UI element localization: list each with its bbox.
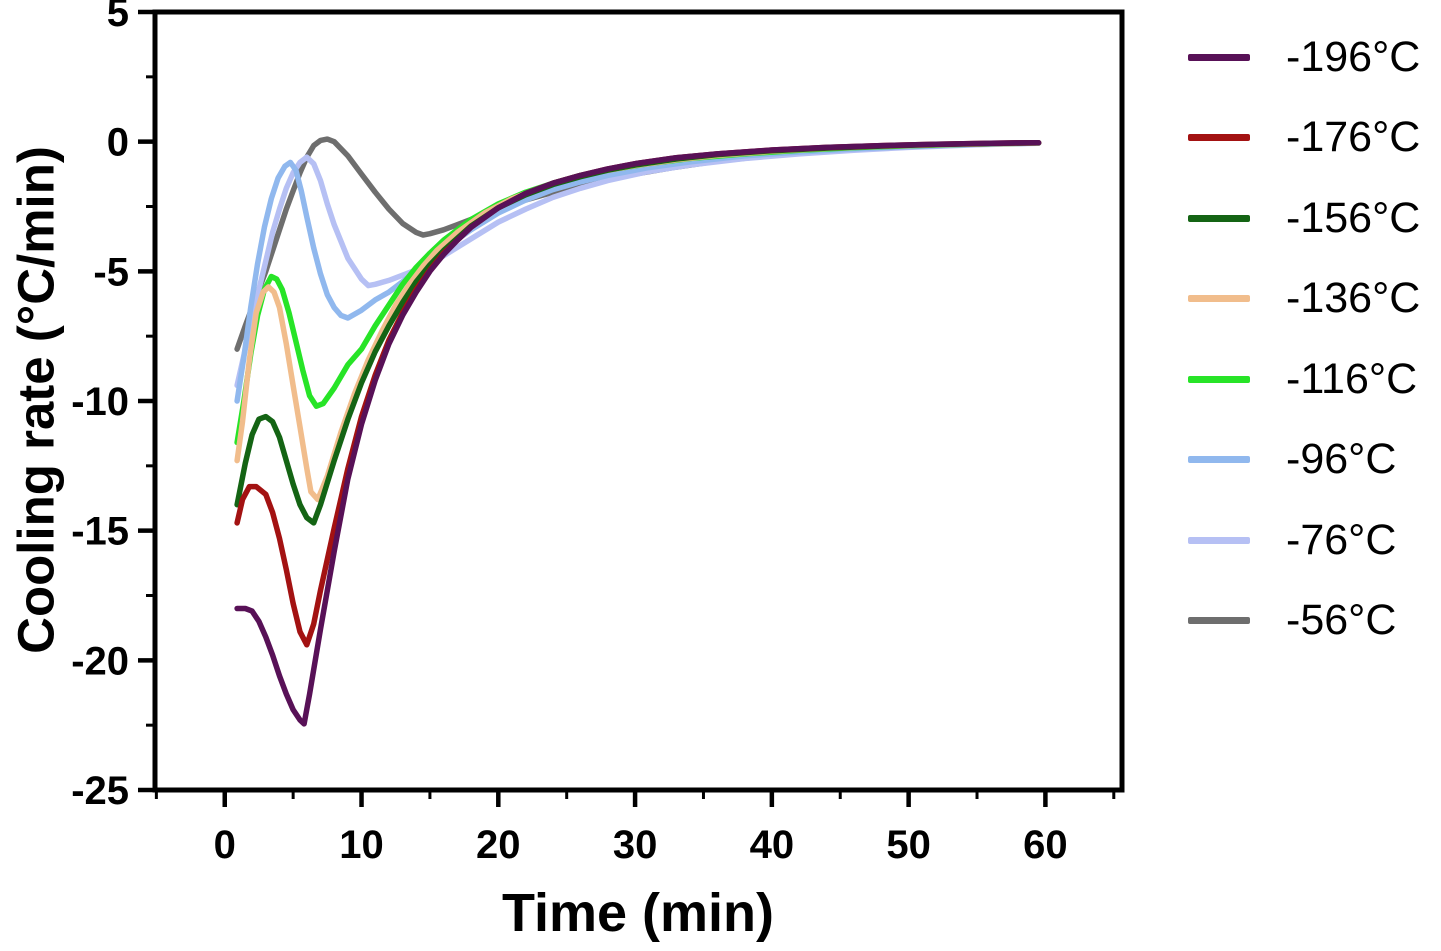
x-tick-label: 50 [886, 823, 931, 867]
plot-frame [152, 9, 1125, 793]
legend-item: -96°C [1188, 420, 1420, 501]
x-tick-label: 60 [1023, 823, 1068, 867]
legend-item: -116°C [1188, 339, 1420, 420]
legend-item: -176°C [1188, 98, 1420, 179]
x-tick-label: 10 [339, 823, 384, 867]
legend-label: -56°C [1286, 596, 1397, 645]
legend-label: -196°C [1286, 32, 1421, 81]
legend-label: -156°C [1286, 193, 1421, 242]
legend-swatch [1188, 375, 1250, 383]
legend-swatch [1188, 214, 1250, 222]
legend-label: -176°C [1286, 113, 1421, 162]
legend-item: -136°C [1188, 259, 1420, 340]
y-tick-label: 0 [107, 121, 129, 165]
legend-swatch [1188, 617, 1250, 625]
y-tick-label: -25 [71, 769, 129, 813]
legend-item: -56°C [1188, 581, 1420, 662]
legend-swatch [1188, 456, 1250, 464]
x-axis-title: Time (min) [501, 883, 775, 943]
legend: -196°C -176°C -156°C -136°C -116°C -96°C -76°C… [1188, 17, 1420, 661]
legend-item: -156°C [1188, 178, 1420, 259]
legend-label: -76°C [1286, 515, 1397, 564]
x-tick-label: 0 [214, 823, 236, 867]
series-line [234, 139, 1042, 526]
legend-label: -96°C [1286, 435, 1397, 484]
series-line [234, 140, 1042, 404]
legend-label: -136°C [1286, 274, 1421, 323]
legend-swatch [1188, 134, 1250, 142]
y-tick-label: 5 [107, 0, 129, 35]
x-tick-label: 30 [613, 823, 658, 867]
legend-swatch [1188, 53, 1250, 61]
y-tick-label: -10 [71, 380, 129, 424]
y-axis-title: Cooling rate (°C/min) [7, 146, 65, 654]
legend-swatch [1188, 295, 1250, 303]
legend-item: -196°C [1188, 17, 1420, 98]
series-line [234, 140, 1042, 389]
legend-label: -116°C [1286, 354, 1418, 403]
y-tick-label: -5 [93, 250, 129, 294]
x-tick-label: 40 [750, 823, 795, 867]
legend-item: -76°C [1188, 500, 1420, 581]
series-line [234, 139, 1042, 727]
y-tick-label: -20 [71, 639, 129, 683]
legend-swatch [1188, 536, 1250, 544]
y-tick-label: -15 [71, 510, 129, 554]
x-tick-label: 20 [476, 823, 521, 867]
